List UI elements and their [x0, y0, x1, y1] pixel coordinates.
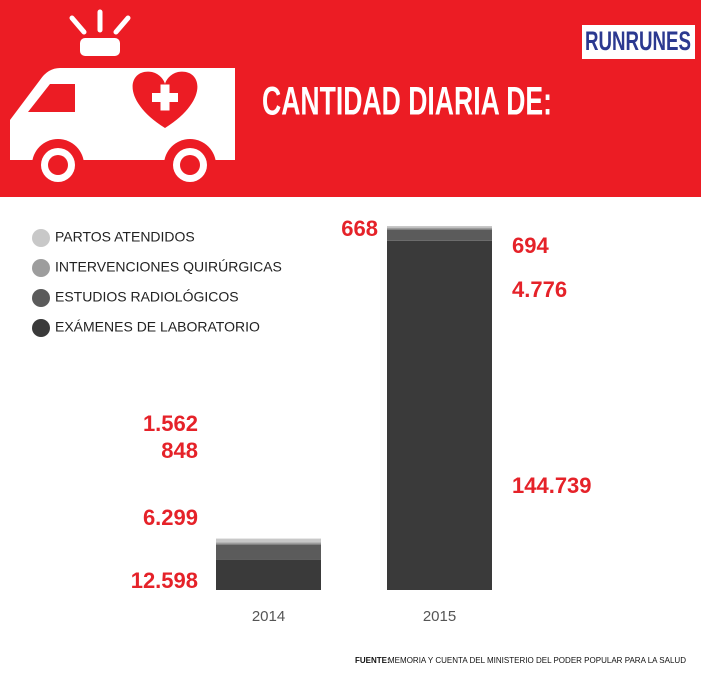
- bar-segment: [216, 559, 321, 590]
- chart-title: CANTIDAD DIARIA DE:: [262, 80, 552, 124]
- value-label: 12.598: [131, 568, 198, 593]
- legend-swatch: [32, 229, 50, 247]
- logo-box: [582, 25, 695, 59]
- bar-segment: [387, 229, 492, 241]
- logo: RUNRUNES: [585, 26, 691, 56]
- legend-label: PARTOS ATENDIDOS: [55, 229, 195, 245]
- bar-segment: [387, 226, 492, 228]
- bar-segment: [387, 240, 492, 591]
- value-label: 848: [161, 438, 198, 463]
- value-label: 144.739: [512, 473, 592, 498]
- legend-label: ESTUDIOS RADIOLÓGICOS: [55, 289, 239, 305]
- x-tick-label: 2015: [423, 608, 456, 625]
- value-label: 6.299: [143, 505, 198, 530]
- bar-segment: [216, 544, 321, 560]
- legend-swatch: [32, 289, 50, 307]
- source-text: MEMORIA Y CUENTA DEL MINISTERIO DEL PODE…: [388, 656, 686, 665]
- bar-segment: [216, 542, 321, 545]
- ambulance-icon: [10, 9, 235, 191]
- source-label: FUENTE:: [355, 656, 390, 665]
- bar-segment: [216, 538, 321, 543]
- value-label: 4.776: [512, 277, 567, 302]
- x-tick-label: 2014: [252, 608, 285, 625]
- value-label: 668: [341, 216, 378, 241]
- bar-segment: [387, 227, 492, 230]
- legend-swatch: [32, 259, 50, 277]
- legend-swatch: [32, 319, 50, 337]
- legend-label: EXÁMENES DE LABORATORIO: [55, 319, 260, 335]
- value-label: 1.562: [143, 411, 198, 436]
- value-label: 694: [512, 233, 549, 258]
- legend-label: INTERVENCIONES QUIRÚRGICAS: [55, 259, 282, 275]
